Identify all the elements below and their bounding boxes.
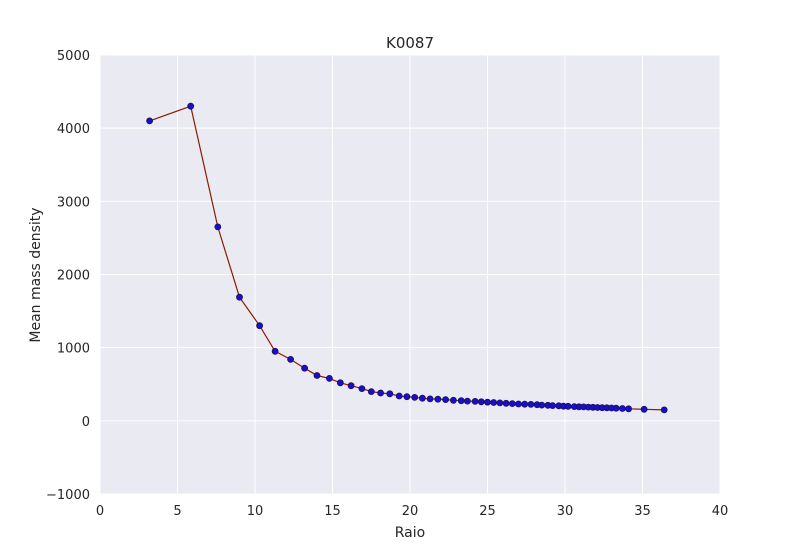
data-point (463, 397, 471, 405)
y-tick-label: 3000 (57, 195, 90, 210)
x-tick-label: 15 (324, 504, 341, 519)
data-point (538, 401, 546, 409)
data-point (256, 322, 264, 330)
data-point (336, 379, 344, 387)
data-point (403, 393, 411, 401)
y-tick-label: 5000 (57, 49, 90, 64)
data-point (434, 395, 442, 403)
chart-title: K0087 (386, 34, 434, 52)
x-tick-label: 20 (402, 504, 419, 519)
y-tick-label: 2000 (57, 269, 90, 284)
data-point (521, 400, 529, 408)
x-tick-label: 5 (173, 504, 181, 519)
y-tick-label: 0 (82, 415, 90, 430)
data-point (660, 406, 668, 414)
grid-lines (99, 54, 721, 495)
data-point (426, 395, 434, 403)
data-point (496, 399, 504, 407)
data-point (287, 355, 295, 363)
data-point (271, 347, 279, 355)
data-point (313, 372, 321, 379)
data-point (418, 394, 426, 402)
y-tick-labels: −1000 0 1000 2000 3000 4000 5000 (46, 49, 90, 503)
data-point (640, 405, 648, 413)
data-point (442, 396, 450, 404)
x-tick-label: 25 (479, 504, 496, 519)
data-point (490, 399, 498, 406)
series-markers (146, 102, 668, 414)
data-point (358, 385, 366, 393)
x-tick-label: 10 (247, 504, 264, 519)
data-point (619, 405, 626, 412)
data-point (527, 400, 535, 408)
data-point (236, 293, 243, 301)
data-point (508, 400, 516, 408)
data-point (367, 388, 375, 396)
data-point (549, 402, 556, 410)
data-point (377, 389, 385, 397)
data-point (146, 117, 154, 125)
data-point (484, 398, 491, 406)
x-tick-label: 30 (557, 504, 574, 519)
data-point (564, 402, 572, 410)
y-tick-label: 1000 (57, 342, 90, 357)
y-tick-label: 4000 (57, 122, 90, 137)
y-axis-label: Mean mass density (28, 207, 44, 342)
data-point (477, 398, 485, 406)
x-axis-label: Raio (395, 525, 425, 541)
data-point (325, 374, 333, 382)
data-point (612, 404, 620, 412)
data-point (471, 397, 479, 405)
data-point (347, 382, 355, 390)
data-point (395, 392, 403, 400)
y-tick-label: −1000 (46, 488, 90, 503)
x-tick-label: 0 (96, 504, 104, 519)
data-point (457, 397, 465, 405)
data-point (187, 102, 195, 110)
data-point (301, 364, 309, 372)
data-point (386, 390, 394, 398)
data-point (625, 405, 632, 413)
x-tick-label: 35 (634, 504, 651, 519)
data-point (214, 223, 222, 231)
x-tick-label: 40 (712, 504, 729, 519)
data-point (449, 396, 457, 404)
data-point (515, 400, 522, 408)
x-tick-labels: 0 5 10 15 20 25 30 35 40 (96, 504, 728, 519)
data-point (502, 399, 510, 407)
data-point (411, 393, 419, 401)
